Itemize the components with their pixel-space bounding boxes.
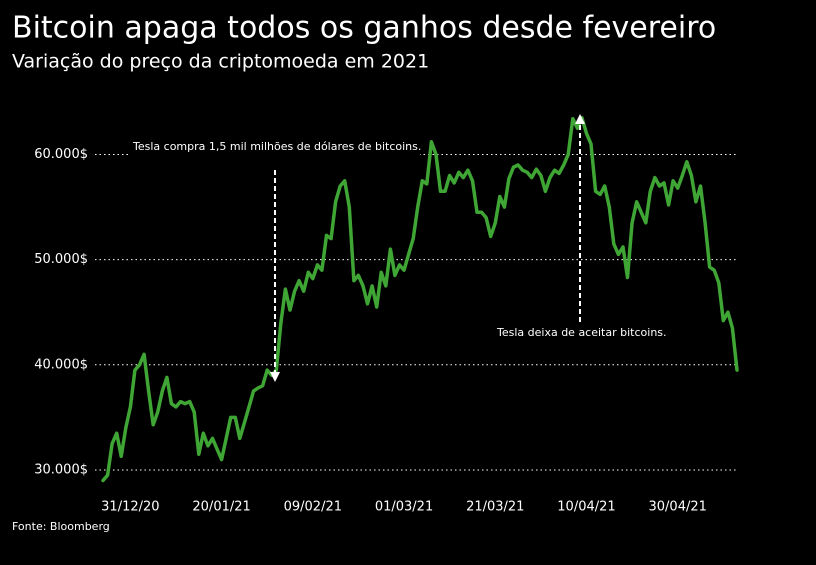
x-tick-label: 09/02/21 <box>284 500 342 515</box>
y-tick-label: 40.000$ <box>34 357 88 372</box>
chart-title: Bitcoin apaga todos os ganhos desde feve… <box>12 11 716 46</box>
annotations: Tesla compra 1,5 mil milhões de dólares … <box>128 114 667 382</box>
y-tick-label: 60.000$ <box>34 147 88 162</box>
y-tick-label: 50.000$ <box>34 252 88 267</box>
label-bg <box>128 139 420 155</box>
arrow-head <box>575 114 585 124</box>
y-tick-label: 30.000$ <box>34 462 88 477</box>
grid <box>95 153 738 471</box>
x-tick-label: 10/04/21 <box>557 500 615 515</box>
x-tick-label: 20/01/21 <box>192 500 250 515</box>
x-tick-label: 30/04/21 <box>649 500 707 515</box>
x-tick-label: 01/03/21 <box>375 500 433 515</box>
price-line <box>101 115 739 483</box>
source: Fonte: Bloomberg <box>12 520 110 533</box>
x-tick-label: 21/03/21 <box>466 500 524 515</box>
arrow-head <box>270 372 280 382</box>
annotation: Tesla compra 1,5 mil milhões de dólares … <box>132 140 421 153</box>
chart-subtitle: Variação do preço da criptomoeda em 2021 <box>12 51 429 73</box>
annotation: Tesla deixa de aceitar bitcoins. <box>496 326 667 339</box>
x-tick-label: 31/12/20 <box>101 500 159 515</box>
